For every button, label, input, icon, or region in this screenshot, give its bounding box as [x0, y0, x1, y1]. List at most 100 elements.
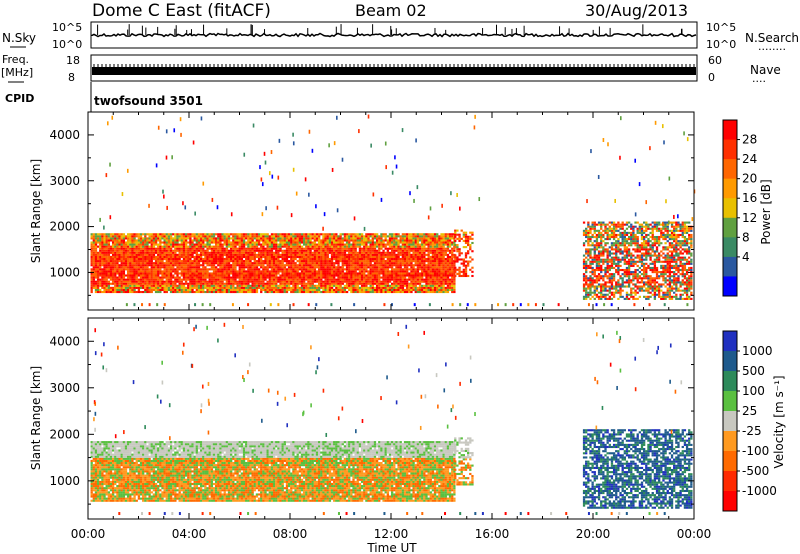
echo-cell — [375, 233, 379, 236]
echo-cell — [142, 241, 145, 244]
echo-cell — [403, 264, 407, 267]
echo-cell — [131, 268, 134, 271]
echo-cell — [343, 233, 347, 236]
echo-cell — [142, 274, 145, 277]
echo-cell — [277, 249, 280, 252]
echo-cell — [161, 255, 164, 259]
echo-cell — [165, 243, 168, 246]
echo-cell — [343, 247, 347, 250]
echo-cell — [354, 280, 357, 283]
echo-cell — [101, 247, 104, 250]
echo-cell — [448, 280, 452, 283]
echo-cell — [260, 247, 263, 250]
echo-cell — [333, 257, 336, 261]
echo-cell — [429, 233, 432, 236]
echo-cell — [414, 253, 417, 256]
echo-cell — [408, 260, 411, 263]
echo-cell — [92, 286, 95, 289]
echo-cell — [215, 255, 218, 259]
echo-cell — [309, 255, 312, 259]
echo-cell — [101, 282, 104, 285]
echo-cell — [245, 266, 248, 269]
echo-cell — [339, 284, 342, 287]
echo-cell — [350, 239, 353, 242]
echo-cell — [395, 249, 398, 252]
echo-cell — [255, 237, 259, 240]
echo-cell — [191, 260, 194, 263]
echo-cell — [363, 257, 366, 261]
echo-cell — [388, 237, 392, 240]
echo-cell — [251, 276, 254, 279]
echo-cell — [339, 247, 342, 250]
echo-cell — [139, 255, 143, 259]
echo-cell — [253, 272, 256, 275]
echo-cell — [247, 274, 250, 277]
echo-cell — [124, 235, 128, 238]
echo-cell — [313, 241, 317, 244]
echo-cell — [264, 241, 267, 244]
echo-cell — [298, 257, 302, 261]
echo-cell — [208, 253, 211, 256]
echo-cell — [159, 286, 162, 289]
echo-cell — [408, 262, 411, 265]
echo-cell — [217, 288, 220, 292]
echo-cell — [423, 241, 426, 244]
echo-cell — [410, 239, 413, 242]
echo-cell — [210, 276, 214, 279]
echo-cell — [206, 257, 209, 261]
echo-cell — [356, 264, 359, 267]
echo-cell — [382, 284, 385, 287]
echo-cell — [440, 237, 443, 240]
echo-cell — [462, 268, 466, 271]
echo-cell — [90, 272, 93, 275]
echo-cell — [208, 237, 211, 240]
echo-cell — [408, 247, 411, 250]
echo-cell — [107, 290, 110, 294]
echo-cell — [257, 251, 261, 254]
echo-cell — [462, 264, 466, 267]
echo-cell — [341, 280, 344, 283]
echo-cell — [272, 290, 276, 294]
echo-cell — [294, 235, 297, 238]
echo-cell — [283, 266, 286, 269]
echo-cell — [157, 290, 160, 294]
echo-cell — [427, 255, 430, 259]
echo-cell — [358, 268, 362, 271]
echo-cell — [215, 245, 218, 248]
echo-cell — [103, 247, 106, 250]
echo-cell — [330, 255, 334, 259]
echo-cell — [165, 262, 168, 265]
echo-cell — [127, 290, 130, 294]
echo-cell — [212, 255, 216, 259]
echo-cell — [421, 251, 424, 254]
echo-cell — [318, 247, 321, 250]
echo-cell — [429, 239, 432, 242]
echo-cell — [148, 251, 151, 254]
echo-cell — [152, 268, 156, 271]
echo-cell — [124, 290, 128, 294]
echo-cell — [363, 268, 366, 271]
echo-cell — [322, 288, 325, 292]
echo-cell — [223, 260, 226, 263]
echo-cell — [462, 246, 466, 249]
echo-cell — [433, 284, 437, 287]
echo-cell — [442, 264, 445, 267]
echo-cell — [172, 241, 175, 244]
echo-cell — [324, 288, 327, 292]
echo-cell — [99, 264, 102, 267]
echo-cell — [187, 249, 190, 252]
echo-cell — [129, 241, 132, 244]
echo-cell — [150, 288, 153, 292]
echo-cell — [391, 282, 394, 285]
echo-cell — [335, 262, 338, 265]
echo-cell — [348, 260, 351, 263]
echo-cell — [313, 245, 317, 248]
echo-cell — [234, 272, 237, 275]
echo-cell — [410, 245, 413, 248]
echo-cell — [287, 241, 291, 244]
echo-cell — [333, 276, 336, 279]
echo-cell — [161, 247, 164, 250]
echo-cell — [300, 290, 304, 294]
echo-cell — [333, 249, 336, 252]
echo-cell — [195, 272, 198, 275]
